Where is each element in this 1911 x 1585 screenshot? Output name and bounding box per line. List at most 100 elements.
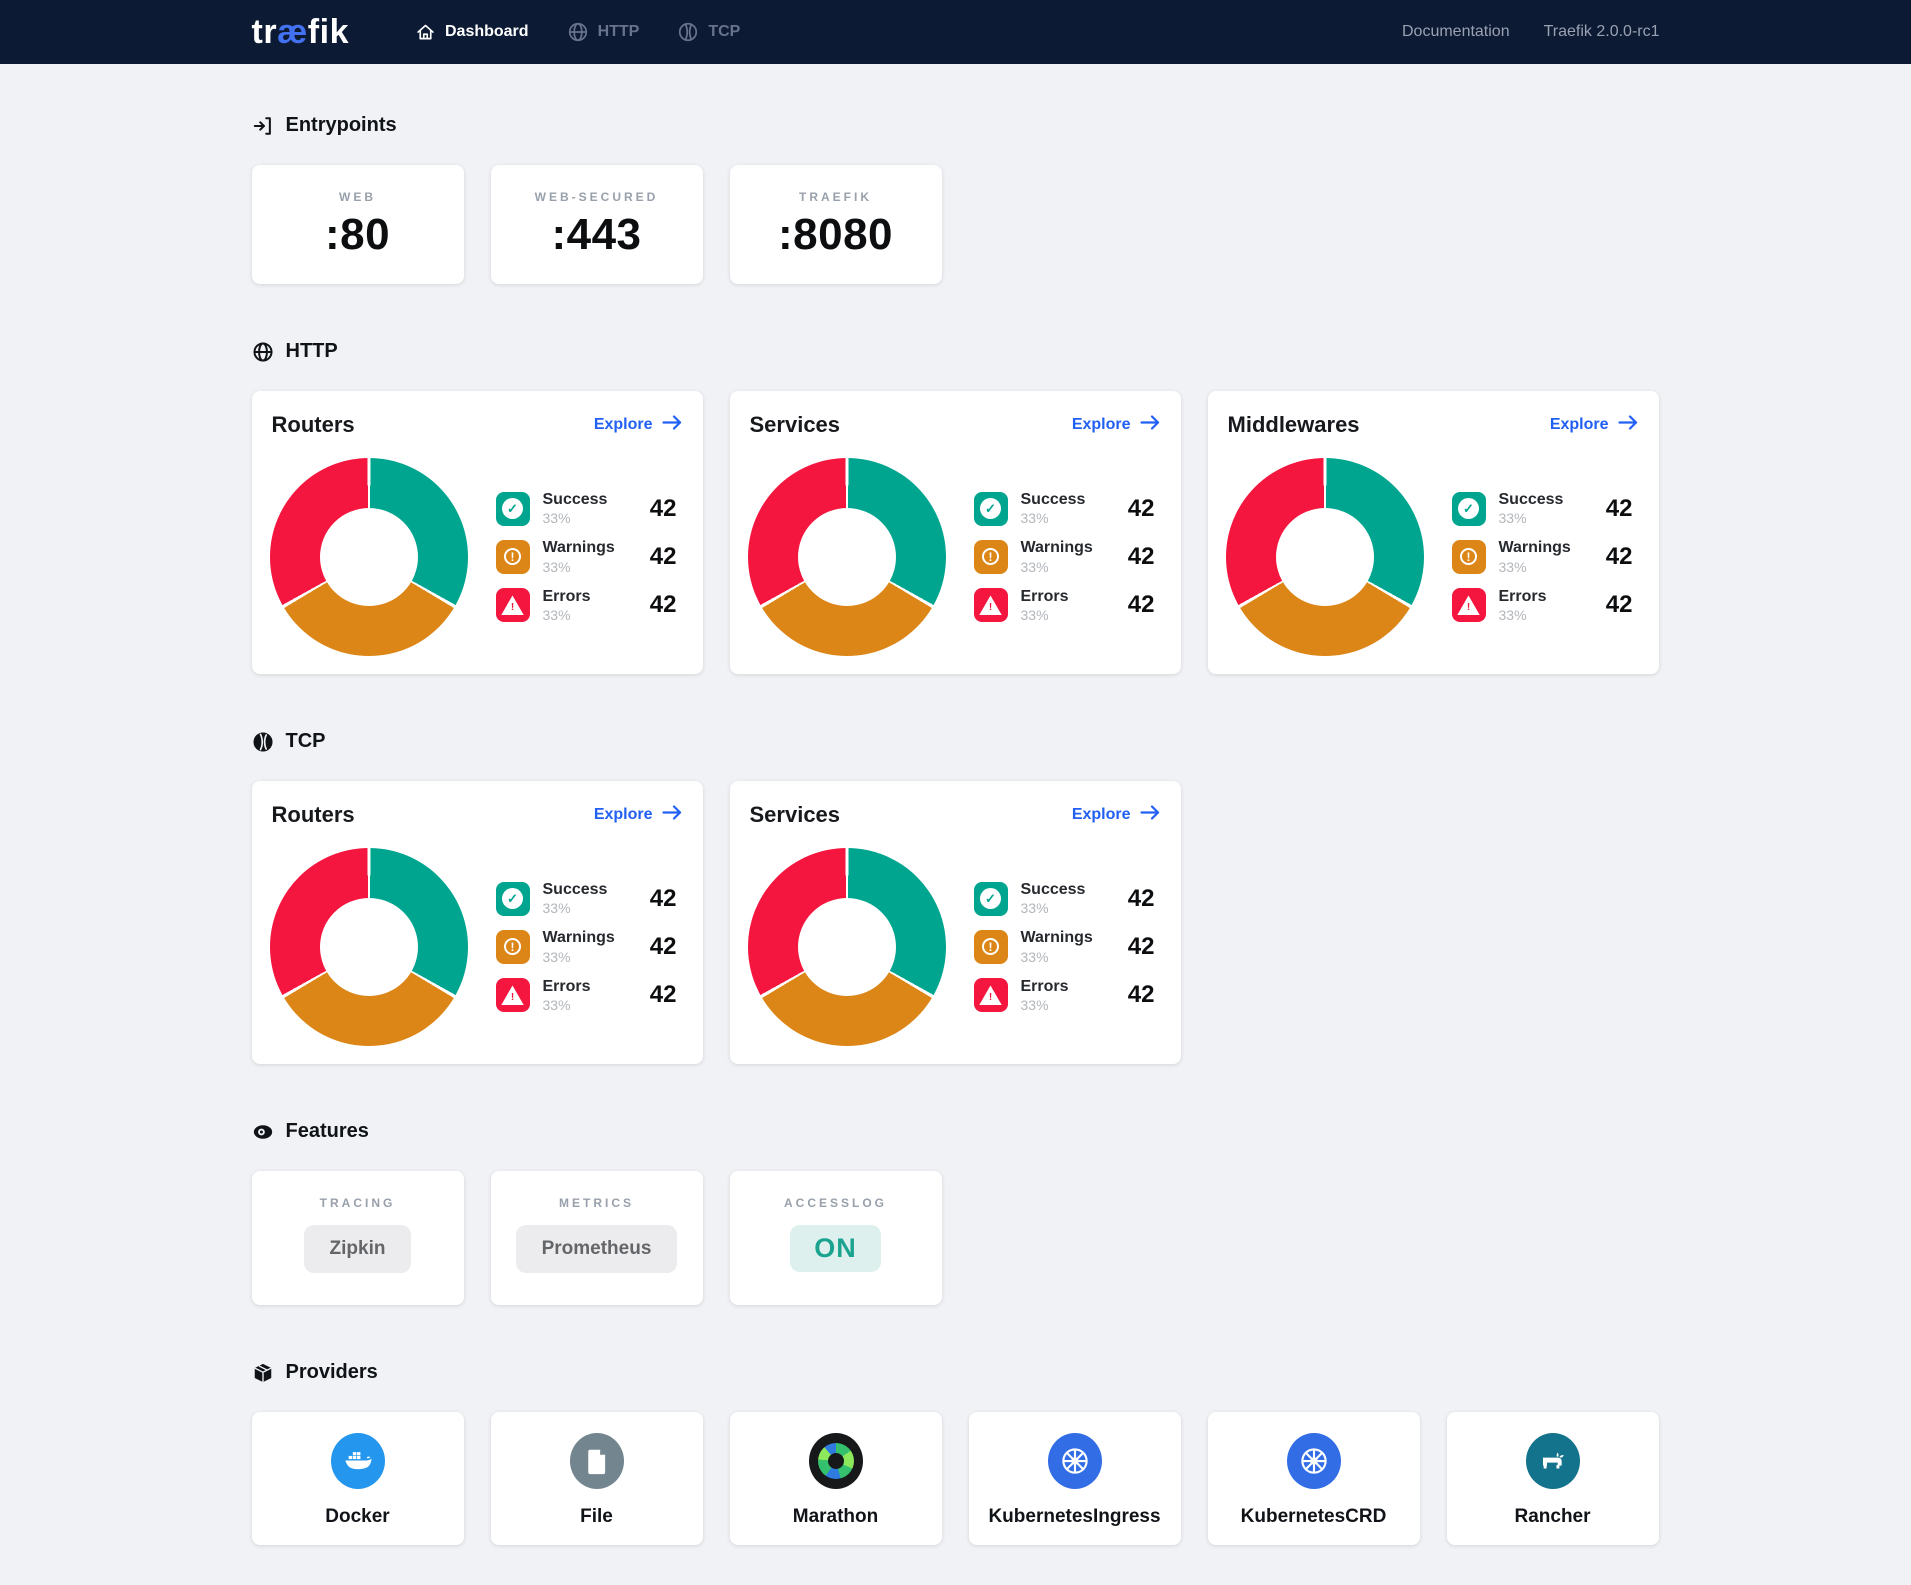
section-entrypoints: Entrypoints WEB :80 WEB-SECURED :443 TRA… xyxy=(251,114,1660,284)
legend-warnings-row: ! Warnings 33% 42 xyxy=(1451,539,1633,575)
nav-item-tcp[interactable]: TCP xyxy=(677,21,740,43)
legend-value: 42 xyxy=(1127,591,1155,619)
explore-link[interactable]: Explore xyxy=(1072,415,1161,435)
provider-card-file: File xyxy=(490,1412,703,1545)
legend-success-row: ✓ Success 33% 42 xyxy=(1451,490,1633,526)
chart-title: Routers xyxy=(271,412,355,437)
chart-legend: ✓ Success 33% 42 ! Warnings 33% 42 ! Error… xyxy=(1451,490,1641,623)
explore-link[interactable]: Explore xyxy=(1550,415,1639,435)
tcp-services-card: Services Explore ✓ Success 33% 42 xyxy=(729,781,1181,1064)
kubernetes-icon xyxy=(1286,1433,1341,1489)
provider-name: Rancher xyxy=(1514,1506,1591,1527)
provider-name: KubernetesIngress xyxy=(988,1506,1161,1527)
legend-label: Errors xyxy=(1498,587,1547,605)
legend-value: 42 xyxy=(1605,591,1633,619)
section-title: Entrypoints xyxy=(285,114,397,136)
chart-head: Middlewares Explore xyxy=(1226,412,1641,438)
nav-item-http[interactable]: HTTP xyxy=(567,21,639,43)
error-icon: ! xyxy=(495,588,530,623)
legend-percent: 33% xyxy=(542,607,571,624)
chart-legend: ✓ Success 33% 42 ! Warnings 33% 42 ! Error… xyxy=(973,491,1163,624)
features-heading: Features xyxy=(252,1120,1660,1143)
explore-link[interactable]: Explore xyxy=(594,805,683,825)
legend-percent: 33% xyxy=(1020,607,1049,624)
marathon-icon xyxy=(808,1433,863,1489)
logo-post: fik xyxy=(307,12,349,51)
error-icon: ! xyxy=(973,978,1008,1013)
documentation-link[interactable]: Documentation xyxy=(1401,23,1510,40)
chart-body: ✓ Success 33% 42 ! Warnings 33% 42 ! Error… xyxy=(747,848,1163,1046)
nav-item-dashboard[interactable]: Dashboard xyxy=(415,22,529,43)
legend-percent: 33% xyxy=(542,948,571,965)
feature-card-metrics: METRICS Prometheus xyxy=(490,1171,703,1305)
arrow-right-icon xyxy=(1139,805,1161,825)
legend-label: Warnings xyxy=(542,929,615,947)
chart-body: ✓ Success 33% 42 ! Warnings 33% 42 ! Error… xyxy=(269,848,685,1046)
entrypoint-port: :8080 xyxy=(777,210,894,259)
legend-percent: 33% xyxy=(1020,997,1049,1014)
feature-label: TRACING xyxy=(319,1196,396,1210)
explore-label: Explore xyxy=(593,806,653,823)
legend-warnings-row: ! Warnings 33% 42 xyxy=(973,929,1155,965)
package-icon xyxy=(252,1362,274,1384)
legend-percent: 33% xyxy=(542,558,571,575)
rancher-icon xyxy=(1525,1433,1580,1489)
chart-legend: ✓ Success 33% 42 ! Warnings 33% 42 ! Error… xyxy=(973,880,1163,1014)
warning-icon: ! xyxy=(495,539,530,574)
feature-value-pill: Zipkin xyxy=(303,1225,412,1273)
legend-value: 42 xyxy=(1605,542,1633,570)
success-icon: ✓ xyxy=(495,491,530,526)
provider-name: KubernetesCRD xyxy=(1240,1506,1387,1527)
entrypoint-port: :443 xyxy=(551,210,642,259)
chart-head: Services Explore xyxy=(748,412,1163,438)
legend-errors-row: ! Errors 33% 42 xyxy=(495,588,677,624)
chart-body: ✓ Success 33% 42 ! Warnings 33% 42 ! Error… xyxy=(269,458,685,656)
success-icon: ✓ xyxy=(495,881,530,916)
legend-label: Success xyxy=(1020,880,1086,898)
legend-value: 42 xyxy=(649,981,677,1009)
provider-name: Marathon xyxy=(792,1506,879,1527)
entrypoint-card-web-secured: WEB-SECURED :443 xyxy=(490,165,703,284)
legend-value: 42 xyxy=(649,542,677,570)
legend-success-row: ✓ Success 33% 42 xyxy=(973,880,1155,917)
legend-value: 42 xyxy=(1605,494,1633,522)
tcp-heading: TCP xyxy=(252,730,1660,753)
legend-percent: 33% xyxy=(1020,900,1049,917)
error-icon: ! xyxy=(973,588,1008,623)
explore-link[interactable]: Explore xyxy=(594,415,683,435)
logo-pre: tr xyxy=(251,12,278,51)
chart-legend: ✓ Success 33% 42 ! Warnings 33% 42 ! Error… xyxy=(495,491,685,624)
legend-label: Warnings xyxy=(1020,539,1093,557)
chart-legend: ✓ Success 33% 42 ! Warnings 33% 42 ! Error… xyxy=(495,881,685,1013)
tcp-routers-card: Routers Explore ✓ Success 33% 42 xyxy=(251,781,703,1064)
arrow-right-icon xyxy=(661,415,683,435)
traefik-logo[interactable]: træfik xyxy=(252,13,349,52)
chart-body: ✓ Success 33% 42 ! Warnings 33% 42 ! Error… xyxy=(1225,458,1641,656)
arrow-right-icon xyxy=(661,805,683,825)
error-icon: ! xyxy=(495,978,530,1013)
file-icon xyxy=(569,1433,624,1489)
legend-success-row: ✓ Success 33% 42 xyxy=(973,491,1155,526)
tcp-ball-icon xyxy=(677,21,699,43)
entrypoint-label: WEB-SECURED xyxy=(534,190,659,204)
provider-card-docker: Docker xyxy=(251,1412,464,1545)
explore-label: Explore xyxy=(593,416,653,433)
feature-value-pill: ON xyxy=(790,1225,881,1272)
nav-right: Documentation Traefik 2.0.0-rc1 xyxy=(1402,23,1660,41)
donut-chart xyxy=(1225,458,1424,656)
warning-icon: ! xyxy=(973,929,1008,964)
section-title: TCP xyxy=(285,730,326,752)
legend-value: 42 xyxy=(1127,932,1155,960)
http-routers-card: Routers Explore ✓ Success 33% 42 xyxy=(251,391,703,674)
success-icon: ✓ xyxy=(973,881,1008,916)
feature-label: METRICS xyxy=(559,1196,634,1210)
explore-label: Explore xyxy=(1071,416,1131,433)
provider-card-kubernetes-crd: KubernetesCRD xyxy=(1207,1412,1420,1545)
feature-label: ACCESSLOG xyxy=(783,1196,887,1210)
section-providers: Providers Docker File Marathon xyxy=(251,1361,1660,1545)
legend-label: Success xyxy=(1498,490,1564,508)
explore-label: Explore xyxy=(1071,806,1131,823)
provider-card-marathon: Marathon xyxy=(729,1412,942,1545)
error-icon: ! xyxy=(1451,588,1486,623)
explore-link[interactable]: Explore xyxy=(1072,805,1161,825)
